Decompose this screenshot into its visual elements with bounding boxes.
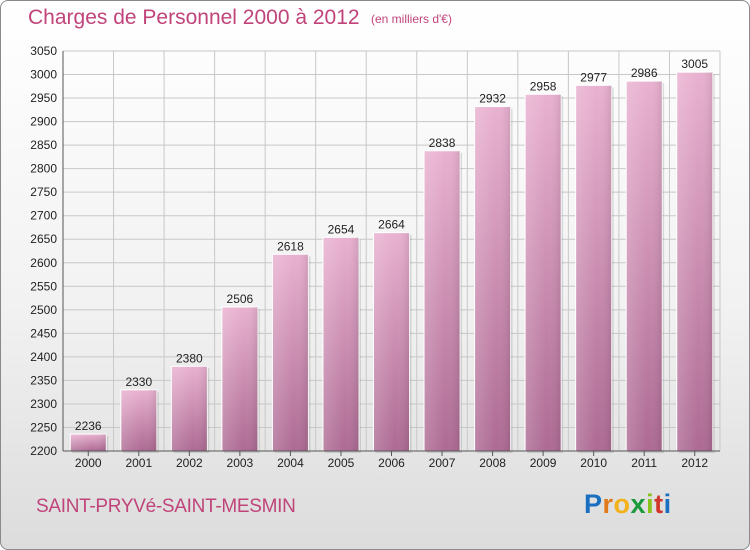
x-tick-label: 2005 [328, 456, 355, 470]
bar-highlight [272, 254, 309, 451]
data-label: 2986 [631, 66, 658, 80]
x-tick-label: 2002 [176, 456, 203, 470]
bar-highlight [575, 85, 612, 452]
y-tick-label: 2750 [30, 185, 57, 199]
data-label: 2380 [176, 351, 203, 365]
y-tick-label: 2800 [30, 162, 57, 176]
bar-highlight [626, 81, 663, 451]
data-label: 2506 [227, 292, 254, 306]
y-tick-label: 2700 [30, 209, 57, 223]
x-tick-label: 2003 [227, 456, 254, 470]
bar-highlight [322, 237, 359, 451]
y-tick-label: 2850 [30, 138, 57, 152]
data-label: 2664 [378, 218, 405, 232]
x-tick-label: 2012 [681, 456, 708, 470]
x-tick-label: 2008 [479, 456, 506, 470]
bar-highlight [120, 389, 157, 451]
bar-highlight [525, 94, 562, 451]
bar-highlight [474, 106, 511, 451]
data-label: 2330 [125, 375, 152, 389]
data-label: 2654 [328, 222, 355, 236]
logo-letter: i [646, 489, 655, 519]
x-tick-label: 2000 [75, 456, 102, 470]
y-tick-label: 2450 [30, 326, 57, 340]
x-tick-label: 2011 [631, 456, 657, 470]
chart-subtitle: (en milliers d'€) [371, 12, 452, 26]
logo-letter: x [630, 489, 647, 519]
bar-highlight [373, 232, 410, 451]
bar-highlight [424, 150, 461, 451]
y-tick-label: 2300 [30, 397, 57, 411]
logo-letter: P [584, 489, 603, 519]
logo-letter: t [654, 489, 664, 519]
bar-highlight [70, 434, 107, 451]
data-label: 3005 [681, 57, 708, 71]
y-tick-label: 2400 [30, 350, 57, 364]
x-tick-label: 2001 [125, 456, 152, 470]
logo-letter: o [613, 489, 631, 519]
y-tick-label: 2950 [30, 91, 57, 105]
data-label: 2977 [580, 70, 607, 84]
y-tick-label: 2500 [30, 303, 57, 317]
data-label: 2838 [429, 136, 456, 150]
chart-title: Charges de Personnel 2000 à 2012 [28, 6, 360, 29]
x-tick-label: 2007 [429, 456, 456, 470]
data-label: 2958 [530, 79, 557, 93]
y-tick-label: 2900 [30, 115, 57, 129]
proxiti-logo: Proxiti [584, 489, 672, 520]
y-tick-label: 2200 [30, 444, 57, 458]
y-tick-label: 3050 [30, 44, 57, 58]
data-label: 2618 [277, 239, 304, 253]
axis-layer: 2200 2250 2300 2350 2400 2450 2500 2550 2600 2650… [30, 44, 720, 470]
bar-highlight [221, 307, 258, 451]
bar-highlight [676, 72, 713, 452]
y-tick-label: 2650 [30, 232, 57, 246]
x-tick-label: 2009 [530, 456, 557, 470]
commune-name: SAINT-PRYVé-SAINT-MESMIN [36, 496, 296, 517]
y-tick-label: 2600 [30, 256, 57, 270]
data-label: 2932 [479, 92, 506, 106]
y-tick-label: 3000 [30, 68, 57, 82]
bar-highlight [171, 366, 208, 451]
x-tick-label: 2010 [580, 456, 607, 470]
logo-letter: i [663, 489, 672, 519]
y-tick-label: 2250 [30, 420, 57, 434]
bars-layer [69, 71, 715, 454]
y-tick-label: 2350 [30, 373, 57, 387]
data-label: 2236 [75, 419, 102, 433]
y-tick-label: 2550 [30, 279, 57, 293]
x-tick-label: 2004 [277, 456, 304, 470]
labels-layer: 2236 2330 2380 2506 2618 2654 2664 2838 2932 2958… [75, 57, 708, 433]
x-tick-label: 2006 [378, 456, 405, 470]
logo-letter: r [602, 489, 614, 519]
